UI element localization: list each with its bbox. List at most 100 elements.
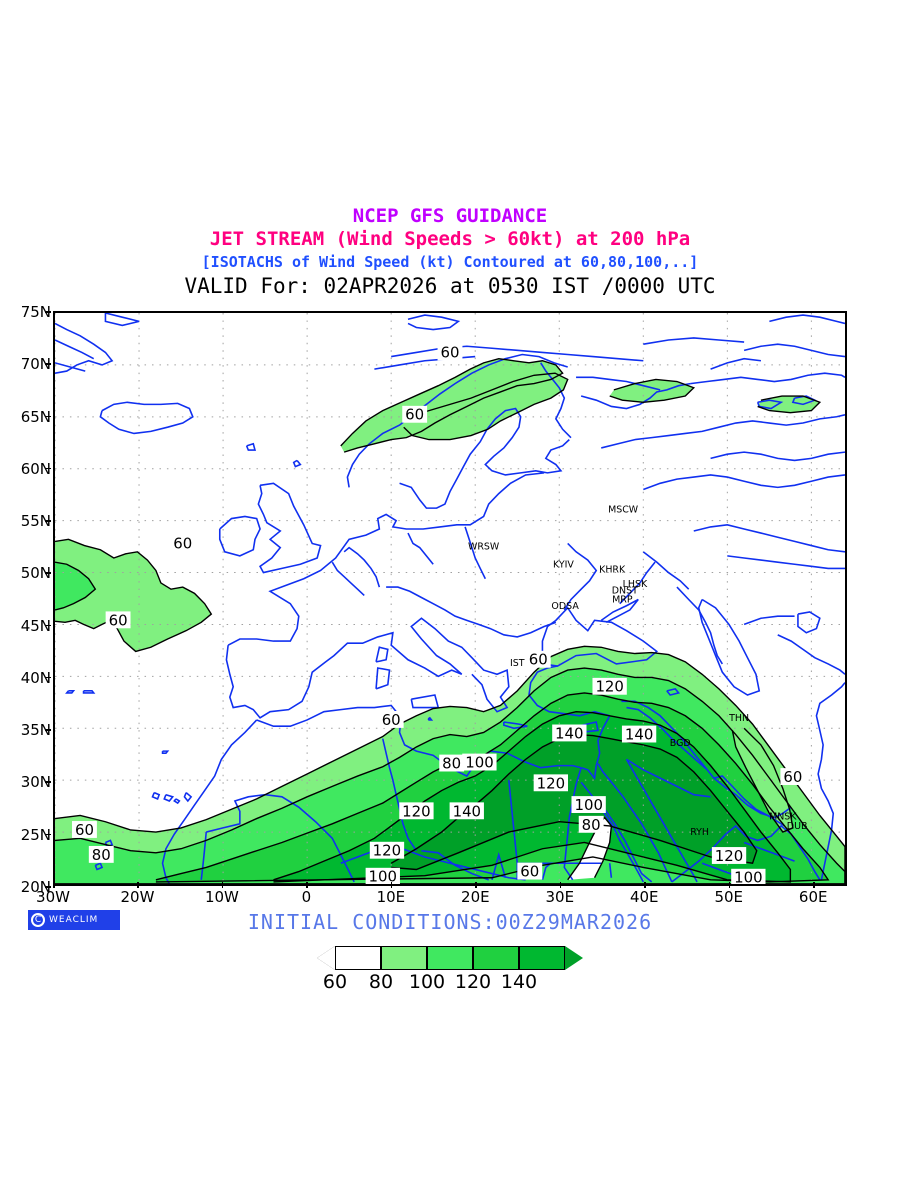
latitude-tick-label: 65N [20,407,51,426]
contour-label-background [552,724,587,742]
page-title-model: NCEP GFS GUIDANCE [352,205,548,227]
isotach-contour [55,667,845,884]
longitude-tick-mark [221,882,224,888]
coastline [410,694,440,709]
longitude-axis: 30W 20W 10W 0 10E 20E 30E 40E 50E 60E [36,882,847,910]
longitude-tick-mark [306,882,308,888]
latitude-tick-mark [45,886,51,888]
coastline [173,798,181,805]
contour-label-background [571,796,606,813]
contour-label: 100 [369,868,397,884]
contour-label-background [88,845,114,863]
coastline [608,863,613,878]
coastline [815,682,845,880]
city-label: IST [510,658,525,669]
longitude-tick-mark [475,882,477,888]
coastline [743,615,795,626]
isotach-contour [390,733,758,871]
coastline [710,357,762,370]
longitude-tick-mark [137,882,139,888]
contour-label: 60 [441,343,460,361]
isotach-contour [731,727,794,833]
latitude-tick-mark [45,311,51,313]
coastline [643,474,845,491]
contour-label-background [105,611,131,629]
coastline [99,401,194,435]
longitude-tick-label: 60E [798,888,828,906]
contour-label-background [369,841,405,859]
city-label: THN [728,713,749,724]
contour-label: 100 [465,754,493,772]
coastline [756,399,784,410]
contour-label: 140 [453,802,481,820]
colorbar: 60 80 100 120 140 [0,946,900,993]
colorbar-extend-high-arrow [565,946,583,970]
city-label: DNST [612,585,638,596]
contour-label-background [462,753,497,771]
city-label: MSCW [608,504,639,515]
contour-label-background [780,768,806,785]
isotach-band-60-atlantic [55,539,212,652]
colorbar-segment [335,946,381,970]
coastline [769,314,845,325]
contour-label: 60 [109,611,128,629]
coastline [346,353,568,488]
coastline [245,442,257,451]
coastline [676,586,724,665]
isotach-contour [757,395,822,414]
contour-label: 60 [520,863,539,881]
contour-label-background [592,677,627,695]
coastline [710,451,845,462]
contour-label-background [437,343,463,361]
contour-label: 80 [442,755,461,773]
contour-label: 60 [382,711,401,729]
coastline [218,515,261,557]
latitude-tick-label: 25N [20,825,51,844]
coastline [626,706,708,771]
colorbar-segment [519,946,565,970]
page-title-isotachs: [ISOTACHS of Wind Speed (kt) Contoured a… [201,253,699,271]
latitude-tick-label: 30N [20,773,51,792]
colorbar-tick-label: 60 [322,971,348,993]
colorbar-extend-low-arrow [317,946,335,970]
longitude-tick-mark [559,882,562,888]
coastline [713,775,785,827]
latitude-tick-label: 40N [20,668,51,687]
contour-label: 60 [75,821,94,839]
coastline [161,750,170,755]
contour-label-background [621,725,657,743]
contour-label: 120 [595,678,623,696]
longitude-tick-label: 30E [545,888,575,906]
coastline [464,526,487,580]
city-label: KHRK [599,565,626,576]
longitude-tick-label: 20W [120,888,155,906]
isotach-contour [609,378,696,403]
coastline [777,634,845,675]
coastline [206,793,355,883]
coastline [576,376,661,391]
latitude-tick-label: 70N [20,355,51,374]
latitude-tick-mark [45,676,51,679]
coastline [580,715,611,781]
coastline [151,791,161,800]
coastline [82,690,96,694]
contour-label: 60 [783,768,802,786]
latitude-tick-mark [45,467,51,470]
contour-label-background [517,862,543,880]
latitude-tick-mark [45,729,51,731]
coastline [621,700,715,779]
city-label: MRP [612,595,633,606]
colorbar-segments [317,946,583,970]
colorbar-segment [473,946,519,970]
contour-label-background [439,754,465,772]
contour-label-background [378,711,404,728]
contour-label-background [711,847,747,864]
contour-label-background [170,534,196,552]
weather-map[interactable]: 60 60 60 60 60 120 140 140 60 80 100 120 60 120 140 100… [53,311,847,886]
isotach-band-60-finland [403,373,568,440]
coastline [183,792,193,803]
page-title-valid-time: VALID For: 02APR2026 at 0530 IST /0000 U… [184,274,716,298]
coastline [163,793,175,802]
